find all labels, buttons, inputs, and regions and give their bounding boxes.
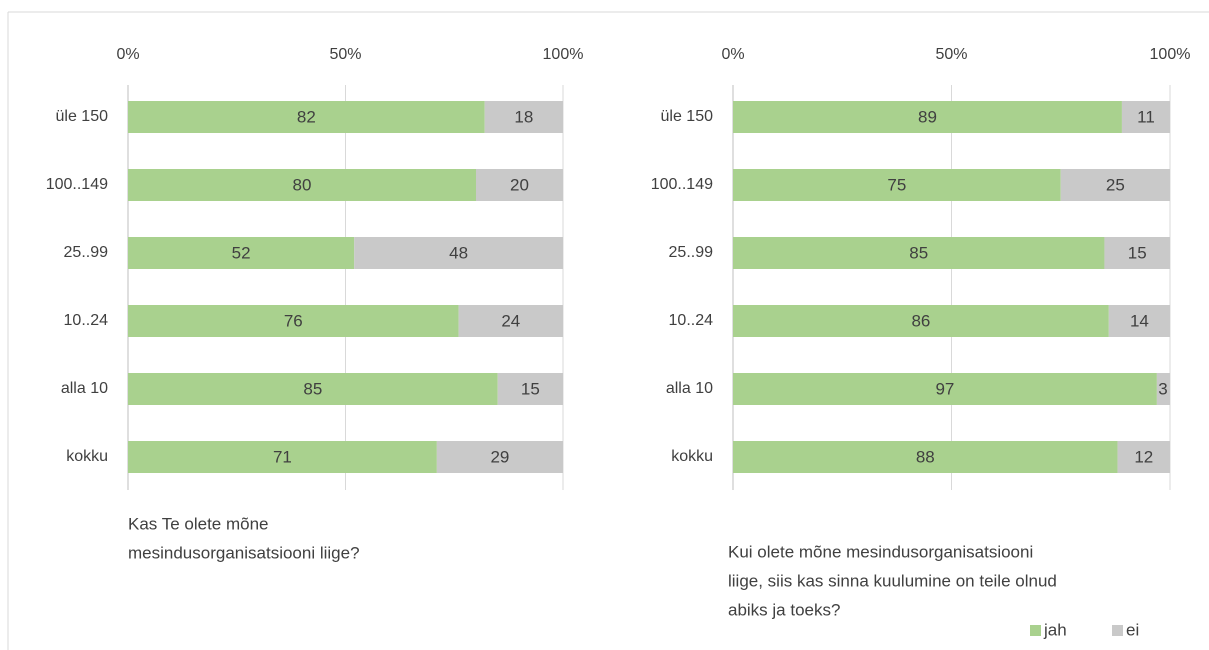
data-label: 89 [918,107,937,126]
chart-caption: Kui olete mõne mesindusorganisatsiooni [728,542,1033,561]
data-label: 97 [935,379,954,398]
bar-segment [128,101,485,133]
data-label: 3 [1158,379,1167,398]
y-tick-label: alla 10 [666,380,713,397]
data-label: 82 [297,107,316,126]
legend-label: ei [1126,620,1139,639]
y-tick-label: 100..149 [651,176,713,193]
y-tick-label: üle 150 [661,108,714,125]
data-label: 48 [449,243,468,262]
bar-segment [733,373,1157,405]
legend-label: jah [1043,620,1067,639]
data-label: 14 [1130,311,1149,330]
bar-segment [128,237,355,269]
bar-segment [128,169,476,201]
x-tick-label: 100% [543,46,584,63]
data-label: 24 [501,311,520,330]
x-tick-label: 50% [329,46,361,63]
legend-swatch [1112,625,1123,636]
chart-caption: Kas Te olete mõne [128,514,269,533]
y-tick-label: kokku [671,448,713,465]
bar-segment [458,305,563,337]
bar-segment [354,237,563,269]
y-tick-label: 10..24 [669,312,714,329]
data-label: 85 [303,379,322,398]
chart-caption: liige, siis kas sinna kuulumine on teile… [728,571,1057,590]
bar-segment [733,237,1105,269]
bar-segment [484,101,563,133]
bar-segment [1121,101,1170,133]
y-tick-label: 100..149 [46,176,108,193]
bar-segment [1108,305,1170,337]
data-label: 86 [911,311,930,330]
y-tick-label: kokku [66,448,108,465]
y-tick-label: üle 150 [56,108,109,125]
bar-segment [497,373,563,405]
bar-segment [128,441,437,473]
y-tick-label: 25..99 [669,244,714,261]
data-label: 85 [909,243,928,262]
bar-segment [1117,441,1170,473]
y-tick-label: 10..24 [64,312,109,329]
bar-segment [1060,169,1170,201]
x-tick-label: 50% [935,46,967,63]
data-label: 76 [284,311,303,330]
data-label: 29 [490,447,509,466]
data-label: 25 [1106,175,1125,194]
bar-segment [733,441,1118,473]
legend-swatch [1030,625,1041,636]
bar-segment [436,441,563,473]
x-tick-label: 0% [721,46,744,63]
y-tick-label: alla 10 [61,380,108,397]
data-label: 52 [232,243,251,262]
y-tick-label: 25..99 [64,244,109,261]
bar-segment [128,305,459,337]
data-label: 88 [916,447,935,466]
data-label: 71 [273,447,292,466]
bar-segment [733,101,1122,133]
data-label: 20 [510,175,529,194]
data-label: 75 [887,175,906,194]
data-label: 11 [1137,107,1155,126]
bar-segment [128,373,498,405]
x-tick-label: 100% [1150,46,1191,63]
bar-segment [476,169,563,201]
bar-segment [1156,373,1170,405]
x-tick-label: 0% [116,46,139,63]
data-label: 15 [521,379,540,398]
data-label: 80 [293,175,312,194]
bar-segment [733,169,1061,201]
data-label: 18 [514,107,533,126]
chart-caption: abiks ja toeks? [728,600,840,619]
bar-segment [733,305,1109,337]
data-label: 15 [1128,243,1147,262]
data-label: 12 [1134,447,1153,466]
bar-segment [1104,237,1170,269]
chart-caption: mesindusorganisatsiooni liige? [128,543,360,562]
